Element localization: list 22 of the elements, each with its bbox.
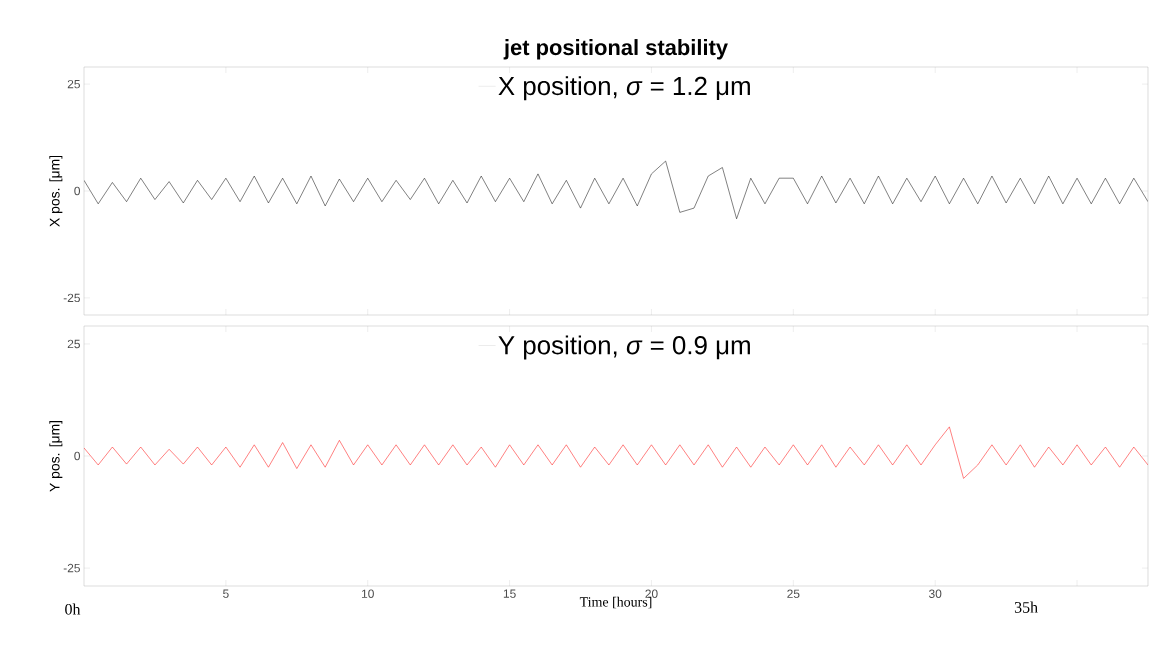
- y-axis-title: Y pos. [μm]: [49, 420, 63, 492]
- x-tick-label: 20: [645, 589, 658, 598]
- x-tick-label: 10: [361, 589, 374, 598]
- y-tick-label: 0: [74, 186, 81, 196]
- line-series: [84, 426, 1148, 479]
- x-tick-label: 30: [928, 589, 942, 598]
- y-tick-label: -25: [63, 563, 80, 573]
- y-tick-label: 0: [74, 451, 81, 461]
- y-tick-label: 25: [67, 339, 80, 349]
- text: Y position, σ = 0.9 μm: [498, 335, 750, 360]
- y-axis-title: X pos. [μm]: [49, 155, 63, 227]
- x-axis-title: Time [hours]: [579, 596, 652, 609]
- y-tick-label: -25: [63, 293, 80, 303]
- y-tick-label: 25: [67, 79, 80, 89]
- line-series: [84, 160, 1148, 220]
- text: X position, σ = 1.2 μm: [498, 76, 750, 101]
- x-tick-label: 25: [787, 589, 800, 598]
- text: 0h: [65, 603, 81, 615]
- x-tick-label: 15: [503, 589, 516, 598]
- chart-title: jet positional stability: [503, 39, 728, 60]
- text: 35h: [1014, 601, 1038, 613]
- x-tick-label: 5: [223, 589, 229, 598]
